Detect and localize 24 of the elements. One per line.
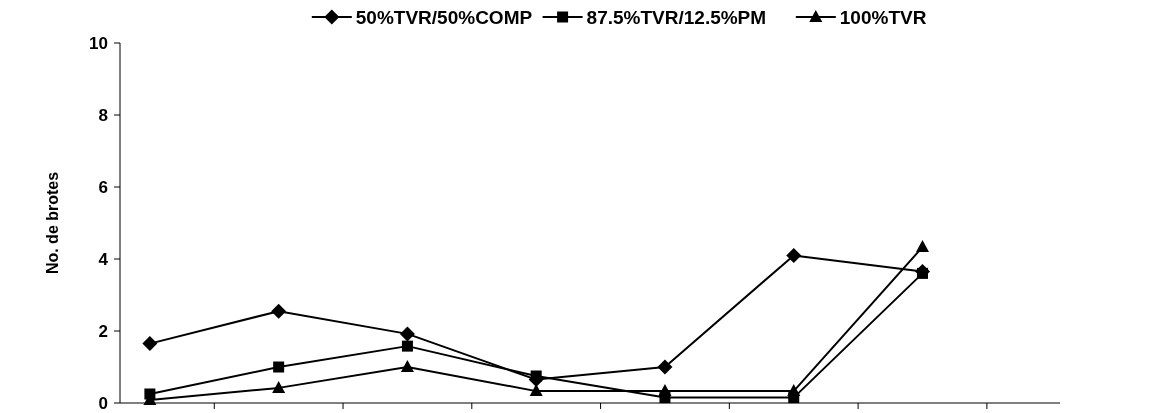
point: [273, 361, 285, 373]
point: [658, 384, 672, 397]
point: [786, 247, 802, 263]
y-tick-label: 0: [98, 393, 108, 413]
y-tick-label: 8: [98, 105, 108, 125]
y-tick-label: 4: [98, 249, 109, 269]
point: [142, 336, 158, 352]
point: [272, 380, 286, 393]
legend-label: 87.5%TVR/12.5%PM: [586, 6, 767, 28]
y-tick-label: 2: [98, 321, 108, 341]
point: [915, 240, 929, 253]
legend-label: 50%TVR/50%COMP: [355, 6, 533, 28]
point: [529, 384, 543, 397]
point: [401, 340, 413, 352]
point: [787, 384, 801, 397]
point: [271, 303, 287, 319]
point: [400, 360, 414, 372]
y-axis-title: No. de brotes: [44, 171, 61, 275]
legend-label: 100%TVR: [839, 6, 927, 28]
point: [399, 326, 415, 342]
y-tick-label: 6: [98, 177, 108, 197]
point: [530, 370, 542, 382]
y-tick-label: 10: [89, 33, 108, 53]
point: [657, 359, 673, 375]
